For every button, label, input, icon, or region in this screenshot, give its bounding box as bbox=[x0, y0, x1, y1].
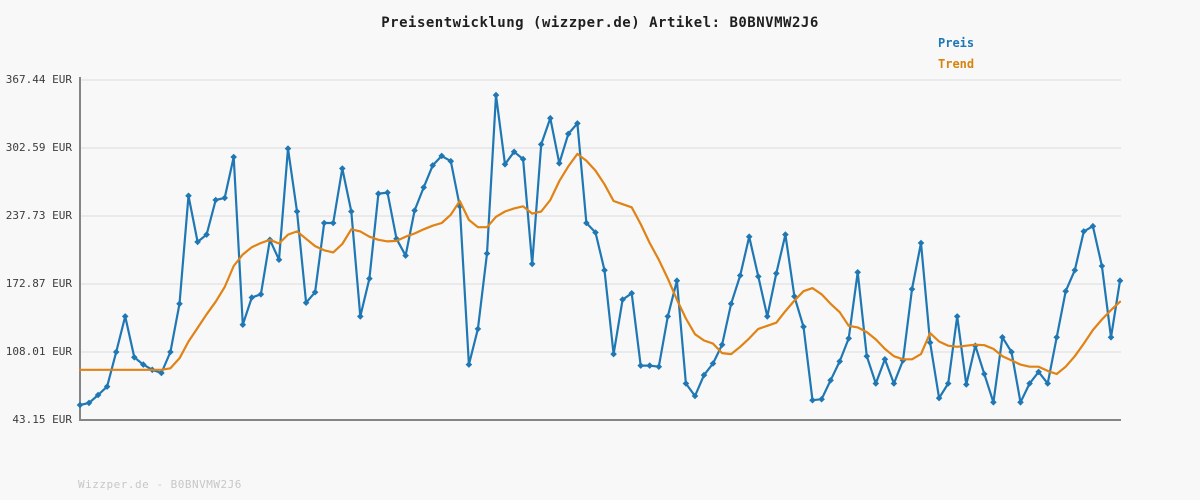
y-axis-tick-4: 108.01 EUR bbox=[5, 345, 72, 358]
legend-item-preis: Preis bbox=[938, 36, 975, 50]
trend-line bbox=[78, 152, 1122, 376]
axis-lines bbox=[79, 77, 1121, 421]
footer-watermark: Wizzper.de - B0BNVMW2J6 bbox=[78, 478, 242, 491]
chart-legend: Preis Trend bbox=[938, 33, 974, 75]
y-axis-tick-1: 302.59 EUR bbox=[5, 141, 72, 154]
y-axis-tick-0: 367.44 EUR bbox=[5, 73, 72, 86]
legend-item-trend: Trend bbox=[938, 57, 975, 71]
page-title: Preisentwicklung (wizzper.de) Artikel: B… bbox=[381, 15, 819, 31]
preis-line bbox=[78, 93, 1122, 407]
y-axis-tick-2: 237.73 EUR bbox=[5, 209, 72, 222]
y-axis-tick-3: 172.87 EUR bbox=[5, 277, 72, 290]
y-axis-tick-5: 43.15 EUR bbox=[12, 413, 72, 426]
